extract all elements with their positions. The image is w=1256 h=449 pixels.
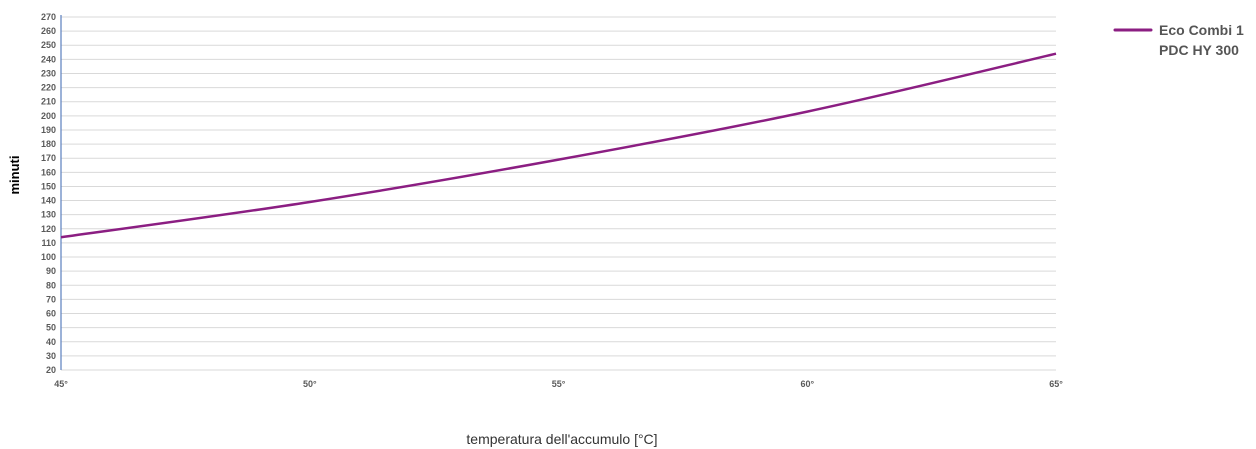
y-tick-label: 40 xyxy=(46,337,56,347)
y-tick-label: 50 xyxy=(46,323,56,333)
y-tick-label: 200 xyxy=(41,111,56,121)
x-tick-label: 65° xyxy=(1049,379,1063,389)
y-tick-label: 240 xyxy=(41,54,56,64)
y-tick-label: 80 xyxy=(46,280,56,290)
y-tick-label: 60 xyxy=(46,309,56,319)
y-tick-label: 170 xyxy=(41,153,56,163)
y-tick-label: 190 xyxy=(41,125,56,135)
y-tick-label: 270 xyxy=(41,12,56,22)
series-line-1 xyxy=(60,52,1057,239)
y-tick-label: 260 xyxy=(41,26,56,36)
series-lines xyxy=(60,52,1057,239)
y-tick-label: 20 xyxy=(46,365,56,375)
y-tick-label: 140 xyxy=(41,196,56,206)
y-tick-label: 230 xyxy=(41,68,56,78)
y-axis-label: minuti xyxy=(7,156,22,195)
x-tick-label: 55° xyxy=(552,379,566,389)
x-tick-label: 50° xyxy=(303,379,317,389)
x-tick-label: 60° xyxy=(800,379,814,389)
y-tick-labels: 20 30 40 50 60 70 80 90 100 110 120 130 140 150 160 170… xyxy=(41,12,56,375)
y-tick-label: 130 xyxy=(41,210,56,220)
y-tick-label: 150 xyxy=(41,181,56,191)
y-tick-label: 250 xyxy=(41,40,56,50)
y-tick-label: 70 xyxy=(46,294,56,304)
y-tick-label: 220 xyxy=(41,83,56,93)
y-tick-label: 30 xyxy=(46,351,56,361)
y-tick-label: 90 xyxy=(46,266,56,276)
x-tick-labels: 45° 50° 55° 60° 65° xyxy=(54,379,1063,389)
legend-label-line2: PDC HY 300 xyxy=(1159,42,1239,58)
y-tick-label: 120 xyxy=(41,224,56,234)
gridlines xyxy=(61,16,1056,371)
legend-label-line1: Eco Combi 1 xyxy=(1159,22,1244,38)
y-tick-label: 210 xyxy=(41,97,56,107)
y-tick-label: 100 xyxy=(41,252,56,262)
y-tick-label: 110 xyxy=(41,238,56,248)
x-axis-label: temperatura dell'accumulo [°C] xyxy=(466,431,657,447)
y-tick-label: 180 xyxy=(41,139,56,149)
x-tick-label: 45° xyxy=(54,379,68,389)
y-tick-label: 160 xyxy=(41,167,56,177)
legend: Eco Combi 1 PDC HY 300 xyxy=(1113,22,1244,58)
